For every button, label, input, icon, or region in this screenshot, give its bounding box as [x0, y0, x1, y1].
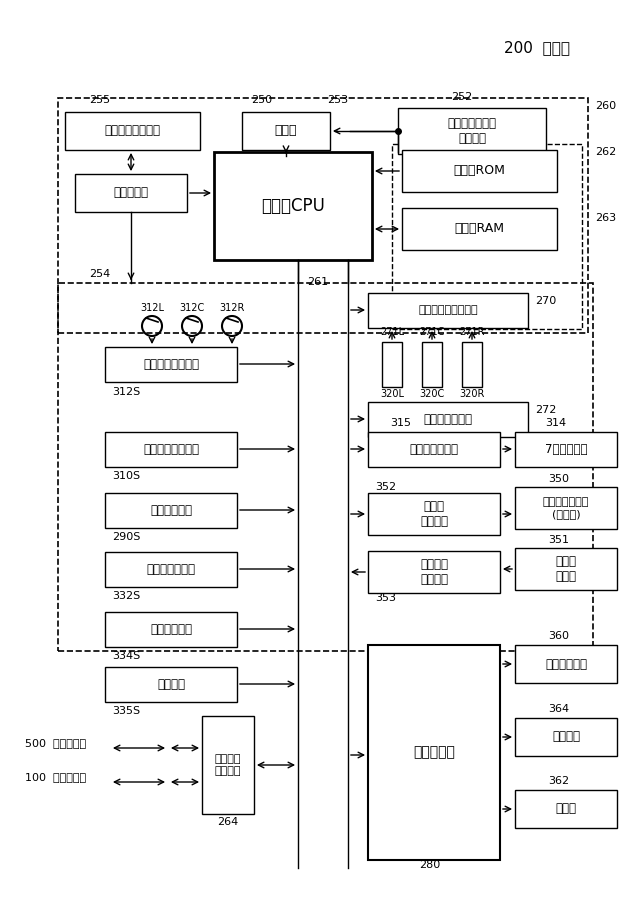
Bar [368, 293, 528, 328]
Text: 315: 315 [390, 418, 411, 428]
Bar [382, 342, 402, 387]
Text: 335S: 335S [112, 706, 140, 716]
Text: メダルセンサ: メダルセンサ [150, 504, 192, 517]
Text: 312C: 312C [179, 303, 205, 313]
Text: 290S: 290S [112, 532, 140, 542]
Bar [242, 112, 330, 150]
Bar [462, 342, 482, 387]
Text: スピーカ: スピーカ [552, 731, 580, 743]
Bar [105, 493, 237, 528]
Text: 351: 351 [548, 535, 569, 545]
Text: 副制御回路: 副制御回路 [413, 745, 455, 760]
Text: 7セグ表示器: 7セグ表示器 [545, 443, 588, 456]
Bar [75, 174, 187, 212]
Bar [402, 150, 557, 192]
Bar [105, 347, 237, 382]
Text: ホッパ
駆動回路: ホッパ 駆動回路 [420, 500, 448, 528]
Bar [368, 493, 500, 535]
Text: ランプ: ランプ [556, 803, 577, 815]
Bar [368, 645, 500, 860]
Text: 320R: 320R [460, 389, 484, 399]
Text: 252: 252 [451, 92, 472, 102]
Bar [402, 208, 557, 250]
Bar [105, 552, 237, 587]
Bar [58, 98, 588, 333]
Bar [202, 716, 254, 814]
Bar [422, 342, 442, 387]
Text: 扉センサ: 扉センサ [157, 678, 185, 691]
Text: 320L: 320L [380, 389, 404, 399]
Text: 270: 270 [535, 296, 556, 306]
Text: 360: 360 [548, 631, 569, 641]
Text: 250: 250 [252, 95, 273, 105]
Text: 312S: 312S [112, 387, 140, 397]
Text: 260: 260 [595, 101, 616, 111]
Text: 271C: 271C [419, 327, 445, 337]
Text: クロックパルス
発生回路: クロックパルス 発生回路 [447, 117, 497, 145]
Text: メダル払出装置
(ホッパ): メダル払出装置 (ホッパ) [543, 497, 589, 518]
Bar [58, 283, 593, 651]
Text: メインRAM: メインRAM [454, 222, 504, 236]
Text: モータ駆動回路: モータ駆動回路 [424, 413, 472, 426]
Text: 254: 254 [90, 269, 111, 279]
Bar [515, 790, 617, 828]
Text: 液晶表示装置: 液晶表示装置 [545, 658, 587, 670]
Text: 332S: 332S [112, 591, 140, 601]
Bar [105, 667, 237, 702]
Bar [65, 112, 200, 150]
Text: 払出完了
信号回路: 払出完了 信号回路 [420, 558, 448, 586]
Text: サンプリング回路: サンプリング回路 [104, 124, 161, 138]
Text: 200  遊技機: 200 遊技機 [504, 40, 570, 56]
Text: 精算スイッチ: 精算スイッチ [150, 623, 192, 636]
Text: 353: 353 [375, 593, 396, 603]
Text: メインCPU: メインCPU [261, 197, 325, 215]
Bar [515, 548, 617, 590]
Text: 312R: 312R [220, 303, 244, 313]
Text: 312L: 312L [140, 303, 164, 313]
Text: 263: 263 [595, 213, 616, 223]
Text: 334S: 334S [112, 651, 140, 661]
Text: ベットスイッチ: ベットスイッチ [147, 563, 195, 576]
Text: 280: 280 [419, 860, 440, 870]
Text: メダル
検出部: メダル 検出部 [556, 555, 577, 583]
Text: 320C: 320C [419, 389, 445, 399]
Text: 100  店内サーバ: 100 店内サーバ [25, 772, 86, 782]
Text: 272: 272 [535, 405, 556, 415]
Bar [105, 612, 237, 647]
Text: 271R: 271R [460, 327, 484, 337]
Bar [105, 432, 237, 467]
Text: 271L: 271L [380, 327, 404, 337]
Text: 500  サンド装置: 500 サンド装置 [25, 738, 86, 748]
Text: 350: 350 [548, 474, 569, 484]
Text: 314: 314 [545, 418, 566, 428]
Text: 364: 364 [548, 704, 569, 714]
Text: 362: 362 [548, 776, 569, 786]
Text: ストップスイッチ: ストップスイッチ [143, 358, 199, 371]
Text: 253: 253 [328, 95, 349, 105]
Text: 分周器: 分周器 [275, 124, 297, 138]
Bar [368, 551, 500, 593]
Text: 255: 255 [90, 95, 111, 105]
Bar [392, 144, 582, 329]
Text: 261: 261 [307, 277, 328, 287]
Text: 262: 262 [595, 147, 616, 157]
Text: 表示部駆動回路: 表示部駆動回路 [410, 443, 458, 456]
Bar [398, 108, 546, 154]
Bar [515, 645, 617, 683]
Bar [214, 152, 372, 260]
Text: メインROM: メインROM [454, 165, 506, 177]
Text: 310S: 310S [112, 471, 140, 481]
Text: 264: 264 [218, 817, 239, 827]
Bar [368, 402, 528, 437]
Text: スタートスイッチ: スタートスイッチ [143, 443, 199, 456]
Text: 乱数発生器: 乱数発生器 [113, 186, 148, 200]
Bar [368, 432, 500, 467]
Text: 352: 352 [375, 482, 396, 492]
Bar [515, 487, 617, 529]
Bar [515, 718, 617, 756]
Text: リール位置検出回路: リール位置検出回路 [418, 305, 478, 316]
Text: インター
フェイス: インター フェイス [215, 754, 241, 776]
Bar [515, 432, 617, 467]
